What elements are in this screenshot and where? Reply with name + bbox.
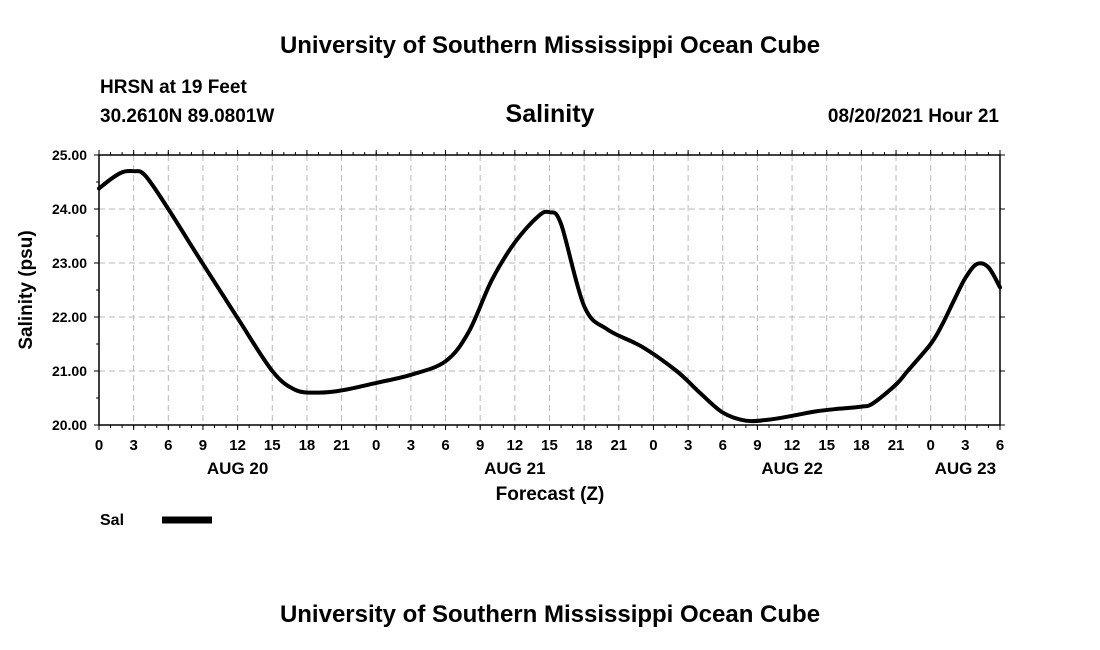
x-tick-label: 15: [541, 437, 558, 454]
y-tick-label: 20.00: [52, 417, 87, 433]
page-title: University of Southern Mississippi Ocean…: [279, 32, 821, 59]
x-tick-label: 9: [753, 437, 761, 454]
y-tick-label: 25.00: [52, 147, 87, 163]
x-tick-label: 9: [199, 437, 207, 454]
x-tick-label: 21: [888, 437, 905, 454]
x-tick-label: 6: [164, 437, 172, 454]
axis-ticks: 20.00 21.00 22.00 23.00 24.00 25.00 0 3 6 9 12 15 18…: [52, 147, 1005, 478]
y-tick-label: 24.00: [52, 201, 87, 217]
x-axis-label: Forecast (Z): [496, 484, 605, 505]
x-day-label: AUG 23: [935, 459, 996, 478]
x-tick-label: 12: [507, 437, 524, 454]
x-tick-label: 18: [299, 437, 316, 454]
x-tick-label: 3: [684, 437, 692, 454]
x-tick-label: 0: [372, 437, 380, 454]
x-tick-label: 3: [129, 437, 137, 454]
y-axis-label: Salinity (psu): [16, 230, 37, 349]
x-tick-label: 21: [610, 437, 627, 454]
x-tick-label: 6: [719, 437, 727, 454]
x-tick-label: 18: [576, 437, 593, 454]
footer-title: University of Southern Mississippi Ocean…: [279, 601, 821, 628]
x-tick-label: 12: [784, 437, 801, 454]
x-tick-label: 18: [853, 437, 870, 454]
x-tick-label: 6: [441, 437, 449, 454]
x-tick-label: 9: [476, 437, 484, 454]
x-tick-label: 3: [961, 437, 969, 454]
x-tick-label: 15: [264, 437, 281, 454]
series-line-sal: [97, 168, 1002, 424]
chart-title: Salinity: [505, 100, 595, 128]
x-tick-label: 3: [407, 437, 415, 454]
y-tick-label: 23.00: [52, 255, 87, 271]
x-day-label: AUG 21: [484, 459, 545, 478]
station-coordinates: 30.2610N 89.0801W: [100, 106, 275, 127]
y-tick-label: 21.00: [52, 363, 87, 379]
x-tick-label: 0: [649, 437, 657, 454]
forecast-datetime: 08/20/2021 Hour 21: [827, 106, 999, 127]
x-tick-label: 15: [818, 437, 835, 454]
y-tick-label: 22.00: [52, 309, 87, 325]
x-day-label: AUG 22: [761, 459, 822, 478]
station-label: HRSN at 19 Feet: [100, 77, 247, 98]
x-tick-label: 0: [95, 437, 103, 454]
x-tick-label: 0: [927, 437, 935, 454]
grid-lines: [99, 155, 1000, 425]
x-day-label: AUG 20: [207, 459, 268, 478]
x-tick-label: 12: [229, 437, 246, 454]
legend-label-sal: Sal: [100, 512, 124, 529]
x-tick-label: 6: [996, 437, 1004, 454]
x-tick-label: 21: [333, 437, 350, 454]
